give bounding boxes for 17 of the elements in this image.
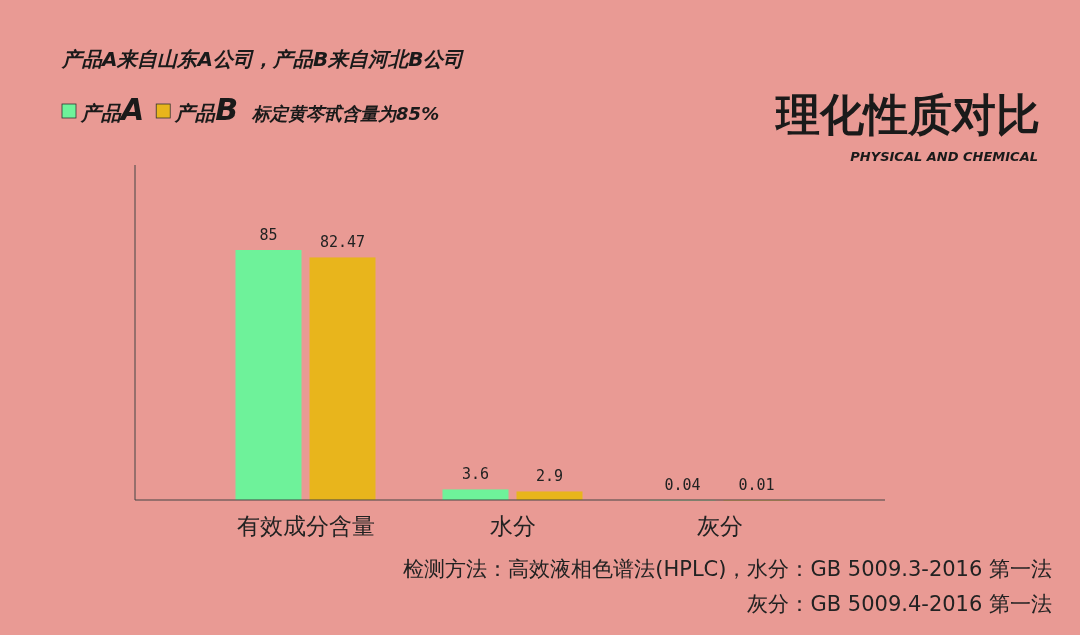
data-label: 2.9 xyxy=(535,467,564,486)
text: 标定黄芩甙含量为85% xyxy=(251,103,440,124)
data-label: 0.04 xyxy=(664,475,701,494)
x-tick-label: 有效成分含量 xyxy=(236,513,375,539)
legend-label: 产品A xyxy=(80,92,145,127)
text: PHYSICAL AND CHEMICAL xyxy=(850,149,1038,164)
data-label: 85 xyxy=(259,226,278,244)
data-label: 3.6 xyxy=(461,465,490,484)
text: 检测方法：高效液相色谱法(HPLC)，水分：GB 5009.3-2016 第一法 xyxy=(403,557,1052,581)
data-label: 0.01 xyxy=(738,475,775,494)
x-tick-label: 灰分 xyxy=(696,513,743,539)
data-label: 82.47 xyxy=(319,233,366,252)
text: 灰分：GB 5009.4-2016 第一法 xyxy=(747,592,1052,616)
legend-label: 产品B xyxy=(174,92,239,127)
text: 产品A来自山东A公司，产品B来自河北B公司 xyxy=(61,47,465,71)
chart-title: 理化性质对比 xyxy=(774,89,1040,140)
x-tick-label: 水分 xyxy=(489,513,536,539)
